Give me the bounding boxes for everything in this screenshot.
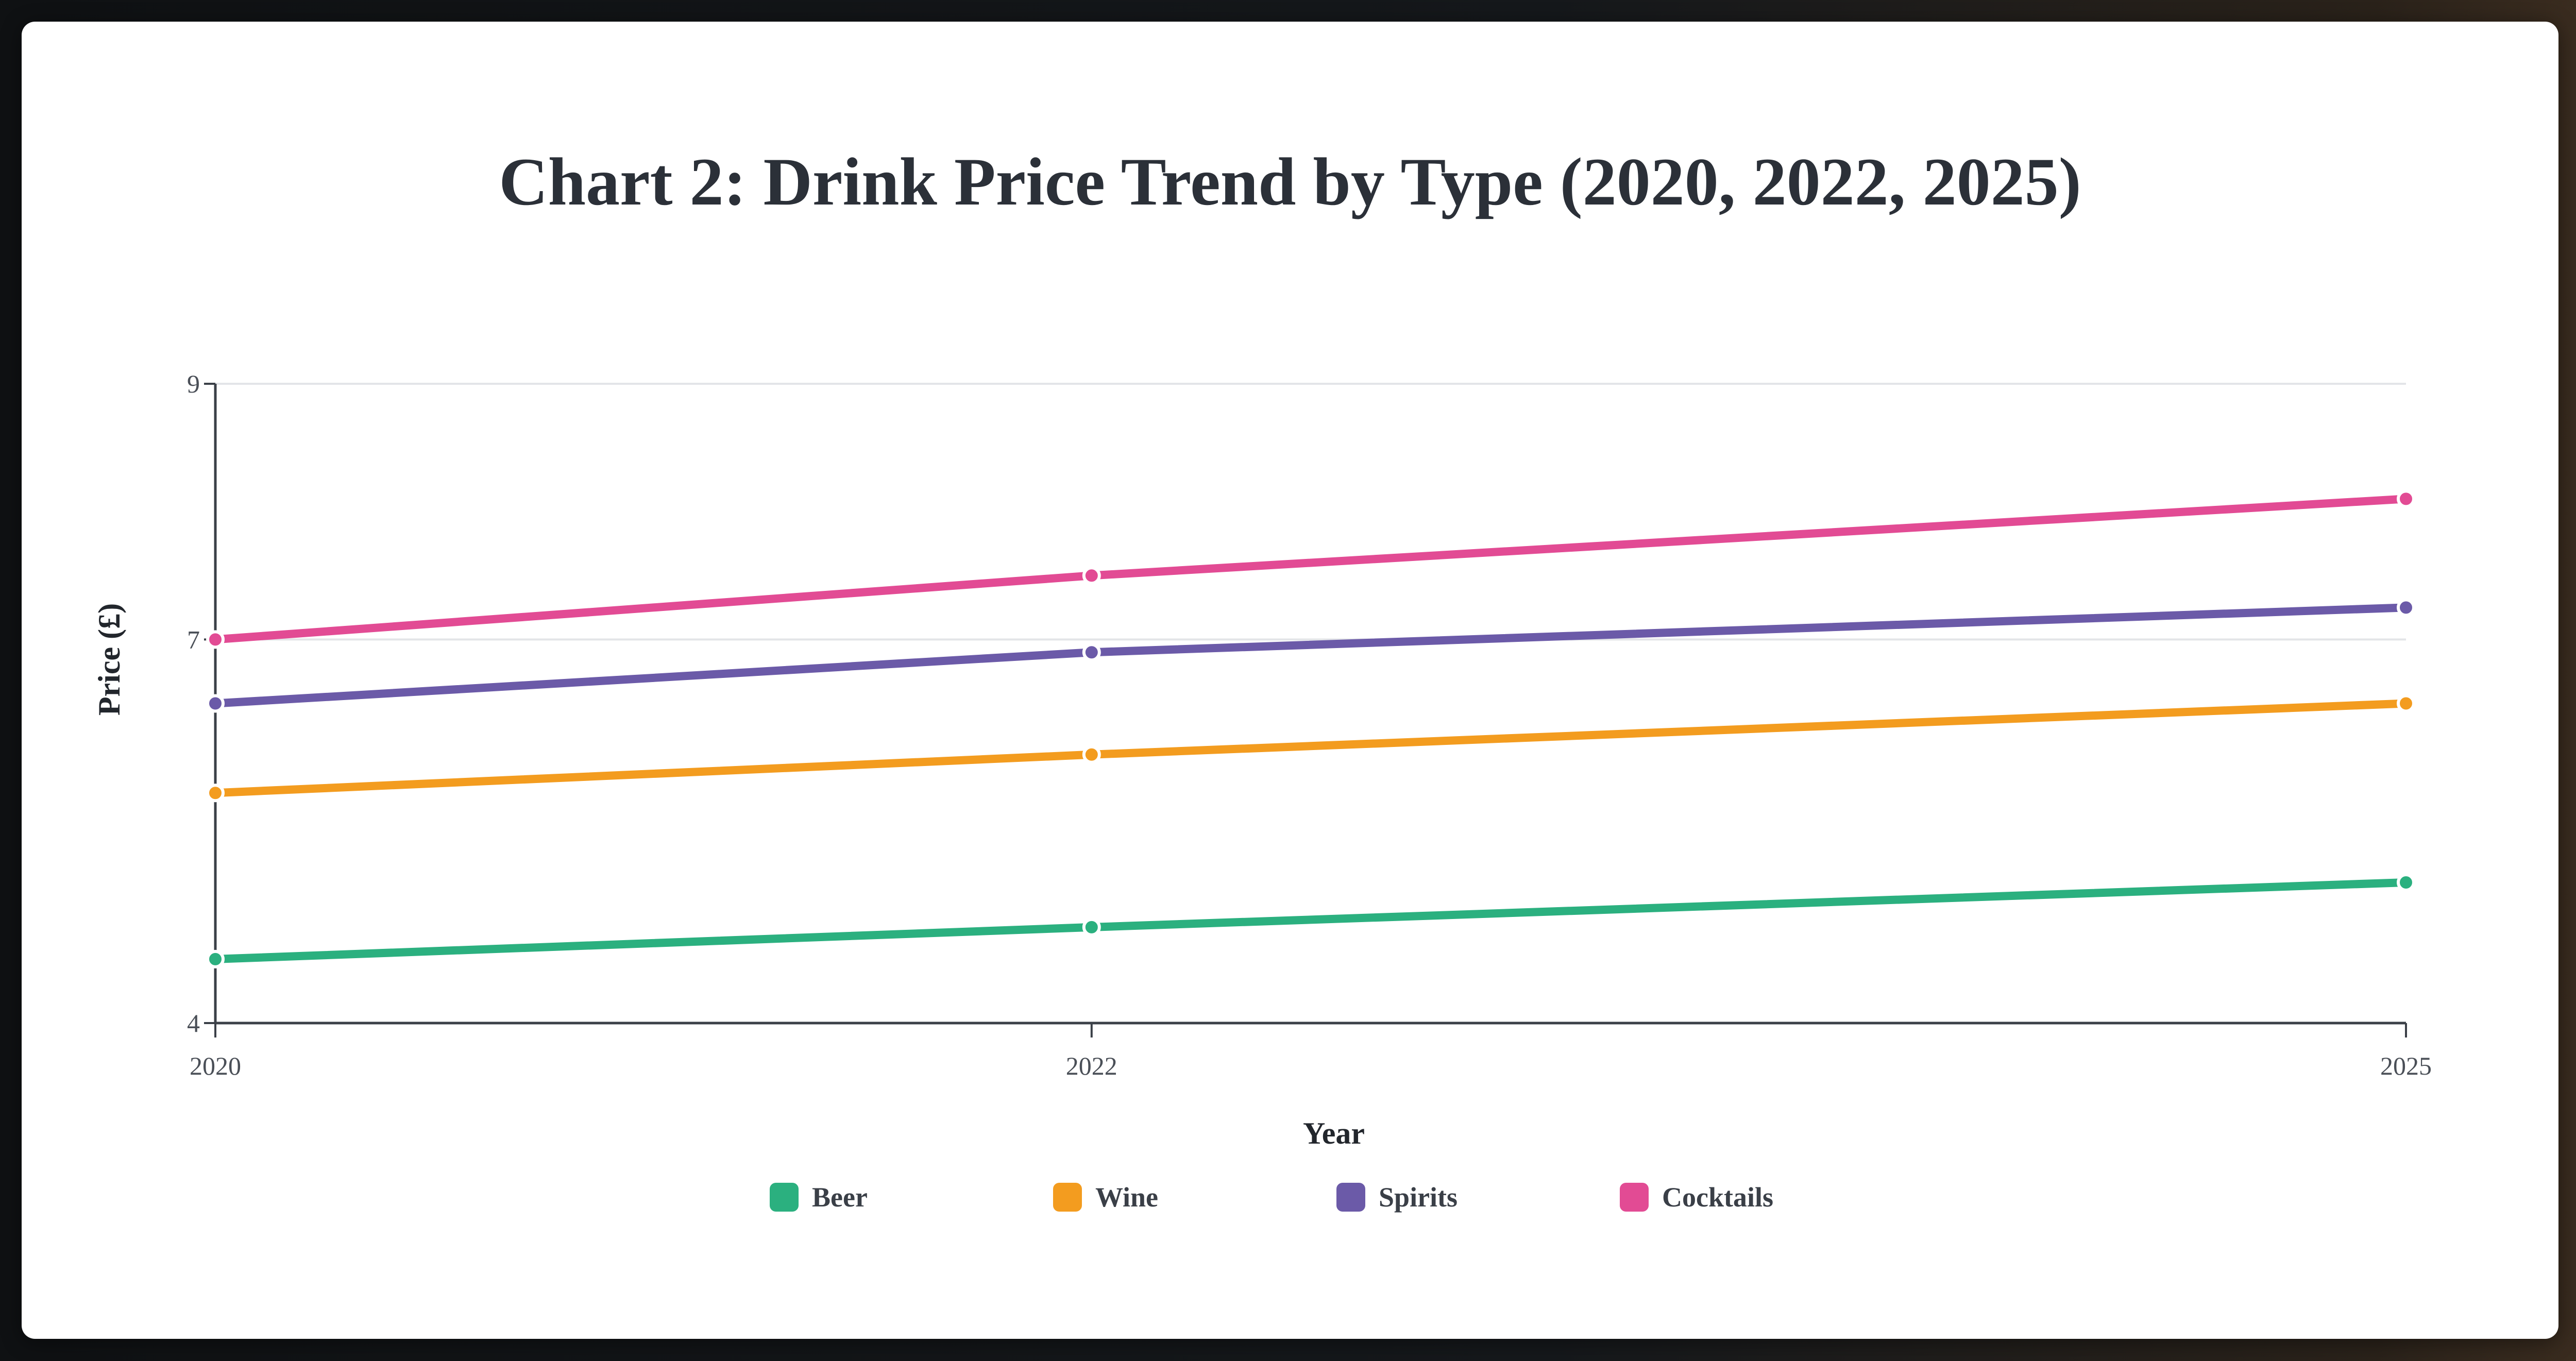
x-tick-label-2025: 2025 bbox=[2380, 1051, 2432, 1080]
point-beer-2022[interactable] bbox=[1082, 917, 1101, 937]
point-beer-2025[interactable] bbox=[2397, 873, 2415, 892]
series-lines bbox=[211, 495, 2410, 963]
legend: Beer Wine Spirits Cocktails bbox=[770, 1182, 1773, 1213]
series-line-beer bbox=[211, 878, 2410, 963]
legend-swatch-cocktails bbox=[1620, 1183, 1649, 1212]
axes: 4 7 9 2020 2022 2025 bbox=[187, 369, 2432, 1080]
point-cocktails-2020[interactable] bbox=[206, 630, 225, 649]
legend-swatch-beer bbox=[770, 1183, 799, 1212]
legend-item-spirits[interactable]: Spirits bbox=[1336, 1182, 1458, 1213]
y-tick-label-4: 4 bbox=[187, 1009, 200, 1037]
legend-label-wine: Wine bbox=[1095, 1182, 1158, 1213]
gridlines bbox=[215, 383, 2406, 641]
x-tick-label-2020: 2020 bbox=[190, 1051, 241, 1080]
point-spirits-2020[interactable] bbox=[206, 694, 225, 713]
legend-label-spirits: Spirits bbox=[1379, 1182, 1458, 1213]
legend-swatch-wine bbox=[1053, 1183, 1082, 1212]
legend-item-wine[interactable]: Wine bbox=[1053, 1182, 1158, 1213]
y-tick-label-9: 9 bbox=[187, 369, 200, 398]
point-beer-2020[interactable] bbox=[206, 949, 225, 968]
legend-item-beer[interactable]: Beer bbox=[770, 1182, 868, 1213]
legend-item-cocktails[interactable]: Cocktails bbox=[1620, 1182, 1773, 1213]
point-spirits-2022[interactable] bbox=[1082, 643, 1101, 662]
x-tick-label-2022: 2022 bbox=[1066, 1051, 1117, 1080]
series-line-spirits bbox=[211, 603, 2410, 708]
legend-label-cocktails: Cocktails bbox=[1662, 1182, 1773, 1213]
data-points bbox=[206, 489, 2415, 968]
legend-label-beer: Beer bbox=[812, 1182, 868, 1213]
point-spirits-2025[interactable] bbox=[2397, 598, 2415, 617]
y-tick-label-7: 7 bbox=[187, 625, 200, 654]
point-wine-2025[interactable] bbox=[2397, 694, 2415, 713]
point-cocktails-2025[interactable] bbox=[2397, 489, 2415, 508]
line-chart: Chart 2: Drink Price Trend by Type (2020… bbox=[92, 144, 2432, 1213]
point-cocktails-2022[interactable] bbox=[1082, 566, 1101, 585]
y-axis-label: Price (£) bbox=[92, 603, 126, 716]
point-wine-2022[interactable] bbox=[1082, 745, 1101, 764]
point-wine-2020[interactable] bbox=[206, 784, 225, 803]
legend-swatch-spirits bbox=[1336, 1183, 1365, 1212]
x-axis-label: Year bbox=[1303, 1116, 1365, 1150]
chart-title: Chart 2: Drink Price Trend by Type (2020… bbox=[499, 144, 2081, 219]
chart-card: Chart 2: Drink Price Trend by Type (2020… bbox=[22, 22, 2558, 1339]
series-line-wine bbox=[211, 699, 2410, 797]
